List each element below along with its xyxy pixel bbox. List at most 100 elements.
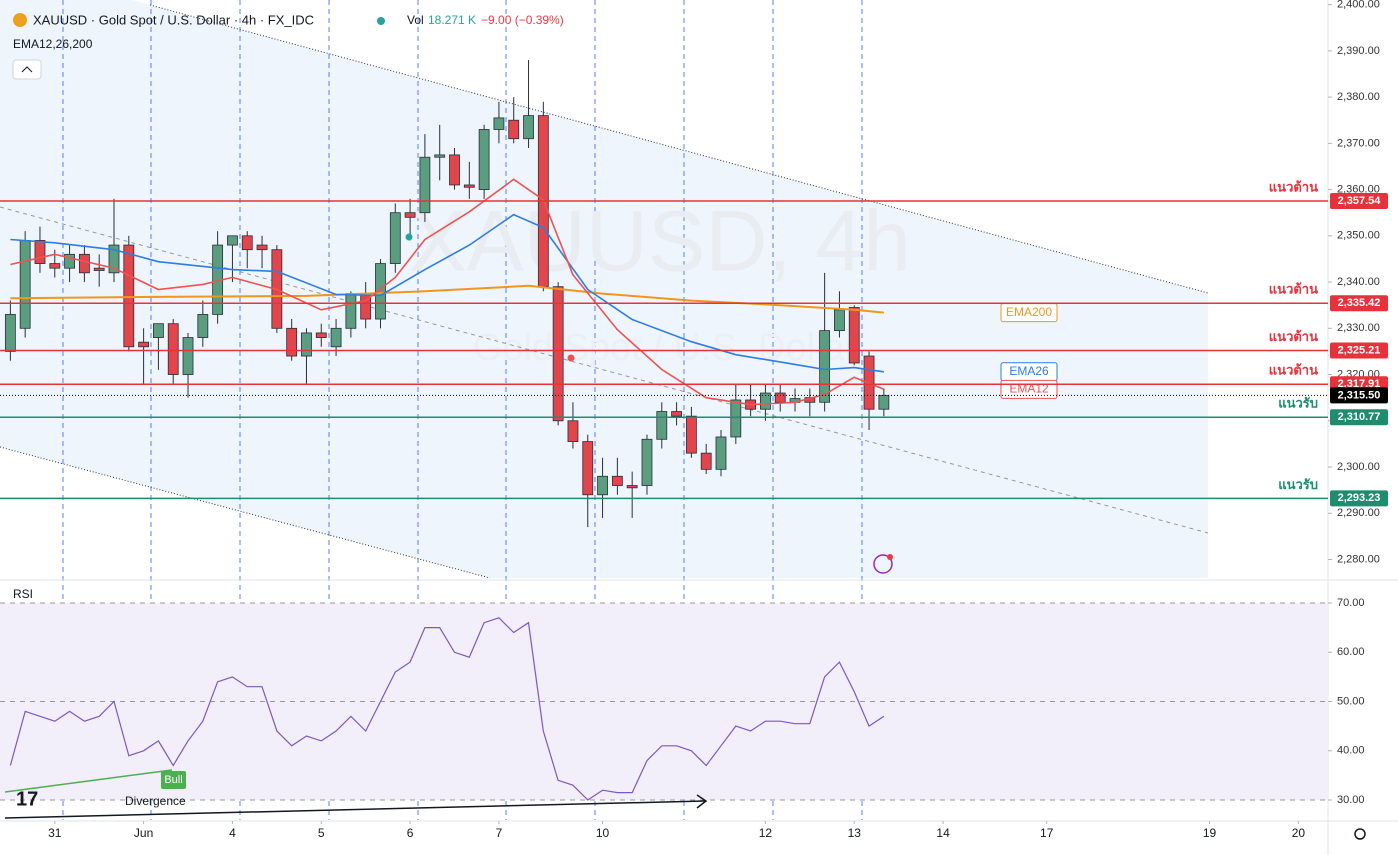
settings-button[interactable] — [1354, 828, 1366, 840]
x-tick-label: 5 — [318, 826, 325, 840]
candle-body — [567, 420, 579, 442]
alert-badge — [887, 554, 893, 560]
price-tag — [1330, 192, 1388, 209]
x-tick-label: 17 — [1040, 826, 1054, 840]
candle-body — [848, 307, 860, 364]
legend-entry: EMA26 — [1009, 364, 1049, 378]
tv-logo[interactable]: 17 — [16, 788, 38, 810]
indicator-legend[interactable]: EMA12,26,200 — [13, 37, 93, 51]
candle-body — [715, 436, 727, 470]
x-tick-label: 10 — [596, 826, 610, 840]
y-tick-label: 2,300.00 — [1337, 461, 1380, 473]
candle-body — [375, 263, 386, 320]
x-tick-label: 20 — [1292, 826, 1306, 840]
candle-body — [404, 212, 416, 218]
candle-body — [730, 399, 742, 438]
y-tick-label: 2,400.00 — [1337, 0, 1380, 11]
candle-body — [78, 253, 90, 274]
collapse-icon — [21, 66, 33, 73]
y-tick-label: 70.00 — [1337, 597, 1365, 609]
collapse-button[interactable] — [12, 59, 42, 80]
price-tag — [1330, 387, 1388, 404]
x-tick-label: 12 — [759, 826, 773, 840]
watermark-symbol: XAUUSD, 4h — [409, 194, 911, 290]
candle-body — [49, 263, 61, 269]
level-label: แนวรับ — [1278, 477, 1318, 492]
candle-body — [611, 475, 623, 486]
x-tick-label: Jun — [134, 826, 153, 840]
symbol-line: XAUUSD · Gold Spot / U.S. Dollar · 4h · … — [33, 12, 314, 27]
y-tick-label: 2,280.00 — [1337, 553, 1380, 565]
candle-body — [167, 323, 179, 375]
candle-body — [108, 244, 120, 274]
candle-body — [315, 332, 327, 338]
candle-body — [301, 332, 312, 357]
candle-body — [4, 314, 16, 352]
y-tick-label: 2,370.00 — [1337, 137, 1380, 149]
rsi-pane: 30.00 40.00 50.00 60.00 70.00 RSI 31 Jun 4 5 6 7 10 1… — [0, 587, 1365, 840]
y-tick-label: 2,360.00 — [1337, 183, 1380, 195]
volume-label: Vol — [407, 13, 424, 27]
candle-body — [345, 293, 357, 329]
y-tick-label: 2,350.00 — [1337, 230, 1380, 242]
level-label: แนวต้าน — [1269, 329, 1318, 344]
candle-body — [419, 156, 431, 214]
price-tag-label: 2,325.21 — [1338, 344, 1381, 356]
x-tick-label: 13 — [848, 826, 862, 840]
x-tick-label: 31 — [48, 826, 62, 840]
legend-entry: EMA12 — [1009, 382, 1049, 396]
alert-icon[interactable] — [873, 554, 893, 574]
ema-line — [10, 213, 885, 373]
candle-body — [700, 452, 712, 470]
divergence-arrow — [4, 800, 706, 819]
level-label: แนวต้าน — [1269, 179, 1318, 194]
price-tag — [1330, 409, 1388, 426]
level-label: แนวรับ — [1278, 396, 1318, 411]
legend-entry: EMA200 — [1006, 305, 1052, 319]
candle-body — [227, 235, 238, 246]
rsi-line — [9, 617, 885, 801]
candle-body — [552, 286, 564, 422]
price-tag-label: 2,293.23 — [1338, 492, 1381, 504]
y-tick-label: 2,380.00 — [1337, 91, 1380, 103]
channel-lower — [0, 446, 491, 579]
candle-body — [197, 314, 209, 338]
candle-body — [656, 411, 668, 440]
volume-value: 18.271 K — [428, 13, 476, 27]
level-label: แนวต้าน — [1269, 363, 1318, 378]
ema-line — [10, 284, 884, 314]
y-tick-label: 40.00 — [1337, 745, 1365, 757]
x-tick-label: 7 — [496, 826, 503, 840]
channel-fill — [0, 0, 1208, 578]
x-tick-label: 4 — [229, 826, 236, 840]
x-tick-label: 19 — [1203, 826, 1217, 840]
y-tick-label: 2,330.00 — [1337, 322, 1380, 334]
candle-body — [123, 244, 135, 348]
candle-body — [449, 154, 460, 186]
pane-title: RSI — [13, 587, 33, 601]
y-tick-label: 2,390.00 — [1337, 45, 1380, 57]
candle-body — [93, 267, 105, 271]
price-tag — [1330, 295, 1388, 312]
price-tag-label: 2,310.77 — [1338, 411, 1381, 423]
candle-body — [34, 240, 46, 264]
candle-body — [286, 327, 298, 357]
candle-body — [153, 323, 164, 338]
candle-body — [523, 115, 534, 140]
bull-tag — [161, 771, 186, 789]
candle-body — [597, 475, 608, 496]
ema-line — [10, 178, 885, 406]
candle-body — [256, 244, 268, 251]
symbol-logo — [13, 13, 27, 27]
candle-body — [685, 415, 697, 454]
signal-dot — [567, 354, 575, 362]
market-status — [377, 17, 385, 25]
candle-body — [760, 392, 771, 410]
y-tick-label: 60.00 — [1337, 646, 1365, 658]
candle-body — [582, 441, 594, 496]
level-label: แนวต้าน — [1269, 282, 1318, 297]
candle-body — [64, 253, 75, 269]
candle-body — [241, 235, 253, 251]
candle-body — [330, 327, 342, 348]
